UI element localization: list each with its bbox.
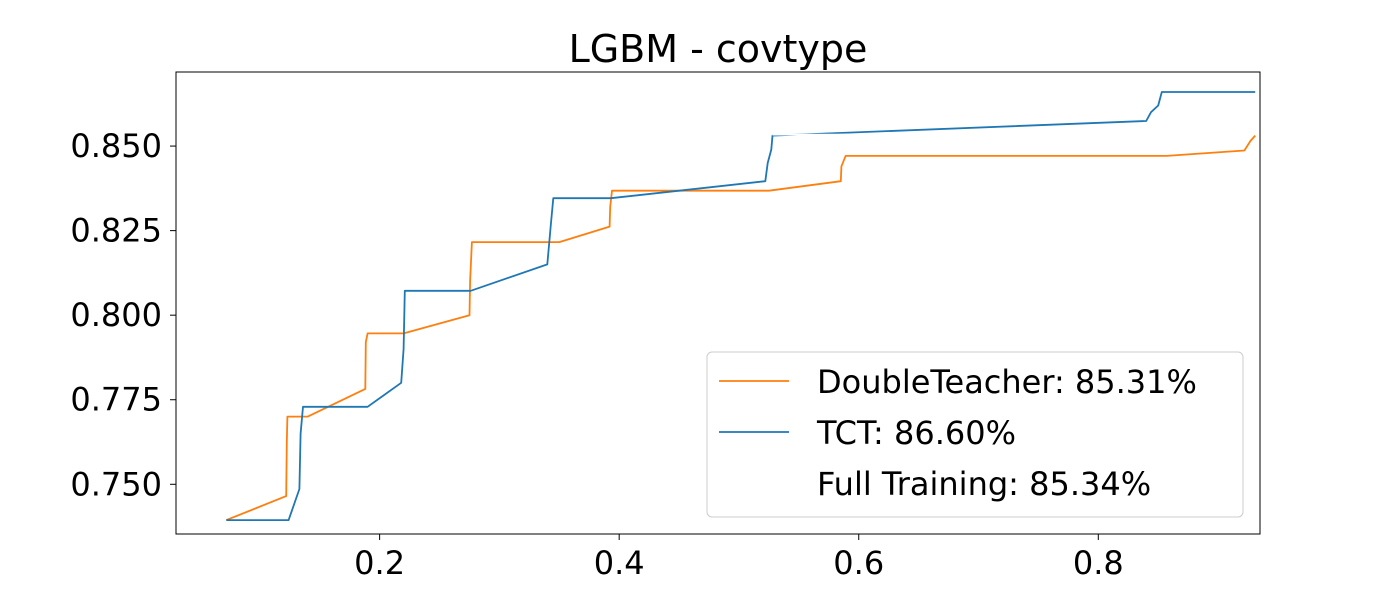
legend: DoubleTeacher: 85.31% TCT: 86.60% Full Tra… [706,351,1244,518]
y-tick-label: 0.800 [70,296,162,334]
legend-box [706,351,1244,518]
series-group [225,91,1256,521]
y-tick-label: 0.825 [70,212,162,250]
x-tick-label: 0.4 [594,544,645,582]
legend-label: Full Training: 85.34% [817,465,1151,503]
y-tick-label: 0.775 [70,381,162,419]
plot-frame [175,71,1261,535]
series-line-tct [226,91,1256,521]
y-tick-label: 0.750 [70,465,162,503]
plot-area [175,71,1261,535]
x-axis: 0.2 0.4 0.6 0.8 [354,534,1124,582]
legend-label: DoubleTeacher: 85.31% [817,363,1197,401]
x-tick-label: 0.2 [354,544,405,582]
legend-label: TCT: 86.60% [816,414,1016,452]
series-line-doubleteacher [225,135,1256,521]
x-tick-label: 0.8 [1073,544,1124,582]
y-axis: 0.750 0.775 0.800 0.825 0.850 [70,127,176,503]
chart-title: LGBM - covtype [569,27,868,71]
x-tick-label: 0.6 [833,544,884,582]
y-tick-label: 0.850 [70,127,162,165]
